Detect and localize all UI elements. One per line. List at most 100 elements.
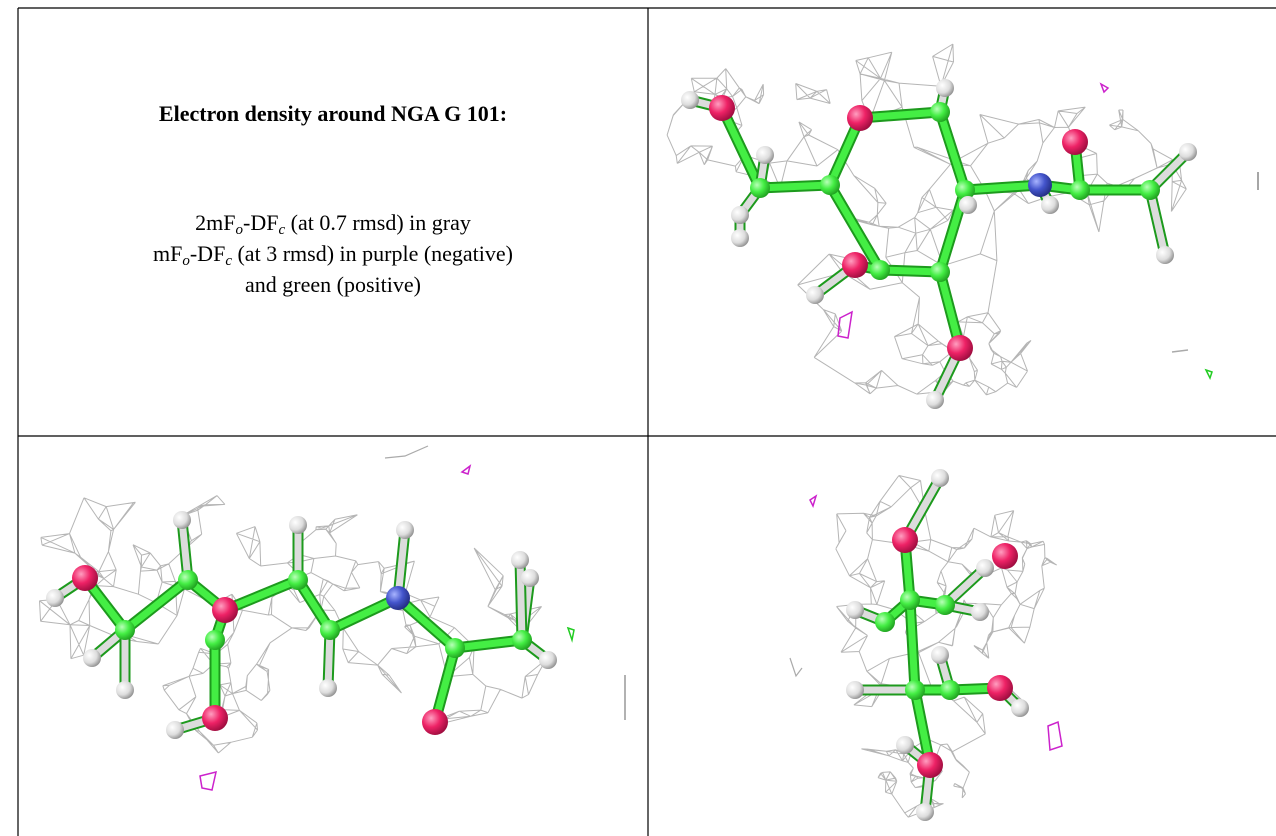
atom	[1028, 173, 1052, 197]
atom	[289, 516, 307, 534]
atom	[205, 630, 225, 650]
atom	[116, 681, 134, 699]
caption-line: 2mFo-DFc (at 0.7 rmsd) in gray	[195, 210, 471, 238]
atom	[750, 178, 770, 198]
difference-density	[810, 496, 816, 506]
atom	[511, 551, 529, 569]
bond	[520, 560, 522, 640]
mesh-fragment	[1172, 350, 1188, 352]
caption-text: and green (positive)	[245, 272, 421, 297]
cell-title: Electron density around NGA G 101:	[159, 101, 507, 126]
atom	[976, 559, 994, 577]
density-view-end	[790, 469, 1062, 821]
density-view-top	[667, 44, 1258, 409]
atom	[846, 681, 864, 699]
atom	[731, 229, 749, 247]
atom	[806, 286, 824, 304]
atom	[936, 79, 954, 97]
atom	[947, 335, 973, 361]
page: {"figure": { "title": "Electron density …	[0, 0, 1276, 836]
atom	[320, 620, 340, 640]
mesh-fragment	[790, 658, 802, 676]
difference-density	[1048, 722, 1062, 750]
atom	[1156, 246, 1174, 264]
atom	[756, 146, 774, 164]
atom	[115, 620, 135, 640]
atom	[896, 736, 914, 754]
atom	[875, 612, 895, 632]
atom	[842, 252, 868, 278]
atom	[319, 679, 337, 697]
atom	[931, 469, 949, 487]
atom	[935, 595, 955, 615]
atom	[959, 196, 977, 214]
bond	[940, 112, 965, 190]
atom	[1070, 180, 1090, 200]
atom	[846, 601, 864, 619]
caption: 2mFo-DFc (at 0.7 rmsd) in gray mFo-DFc (a…	[153, 210, 513, 297]
atom	[731, 206, 749, 224]
atom	[539, 651, 557, 669]
bond	[910, 600, 915, 690]
figure-table: Electron density around NGA G 101: 2mFo-…	[0, 0, 1276, 836]
atom	[173, 511, 191, 529]
atom	[940, 680, 960, 700]
atom	[1062, 129, 1088, 155]
atom	[681, 91, 699, 109]
atom	[166, 721, 184, 739]
atom	[870, 260, 890, 280]
density-mesh	[836, 476, 1057, 818]
bond	[125, 580, 188, 630]
caption-text: -DF	[243, 210, 278, 235]
atom	[917, 752, 943, 778]
atom	[709, 95, 735, 121]
atom	[83, 649, 101, 667]
caption-text: -DF	[190, 241, 225, 266]
atom	[386, 586, 410, 610]
atom	[72, 565, 98, 591]
atom	[992, 543, 1018, 569]
atom	[930, 262, 950, 282]
atom	[926, 391, 944, 409]
atom	[46, 589, 64, 607]
atom	[820, 175, 840, 195]
atom	[916, 803, 934, 821]
atom	[1179, 143, 1197, 161]
atom	[202, 705, 228, 731]
atom	[288, 570, 308, 590]
difference-density	[838, 312, 852, 338]
difference-density	[1101, 84, 1108, 92]
atom	[512, 630, 532, 650]
density-view-side	[40, 446, 626, 790]
atom	[422, 709, 448, 735]
caption-line: and green (positive)	[245, 272, 421, 297]
atom	[900, 590, 920, 610]
bond	[455, 640, 522, 648]
difference-density	[1206, 370, 1212, 378]
atom	[396, 521, 414, 539]
mesh-fragment	[385, 446, 428, 458]
atom	[930, 102, 950, 122]
bond	[722, 108, 760, 188]
caption-text: (at 3 rmsd) in purple (negative)	[232, 241, 513, 266]
atom	[1011, 699, 1029, 717]
atom	[212, 597, 238, 623]
atom	[1041, 196, 1059, 214]
atom	[971, 603, 989, 621]
atom	[178, 570, 198, 590]
atom	[1140, 180, 1160, 200]
difference-density	[462, 466, 470, 474]
caption-text: mF	[153, 241, 182, 266]
difference-density	[568, 628, 574, 640]
atom	[987, 675, 1013, 701]
atom	[931, 646, 949, 664]
atom	[892, 527, 918, 553]
bond	[760, 185, 830, 188]
atom	[905, 680, 925, 700]
caption-text: 2mF	[195, 210, 235, 235]
caption-line: mFo-DFc (at 3 rmsd) in purple (negative)	[153, 241, 513, 269]
atom	[847, 105, 873, 131]
caption-text: (at 0.7 rmsd) in gray	[285, 210, 471, 235]
difference-density	[200, 772, 216, 790]
atom	[445, 638, 465, 658]
